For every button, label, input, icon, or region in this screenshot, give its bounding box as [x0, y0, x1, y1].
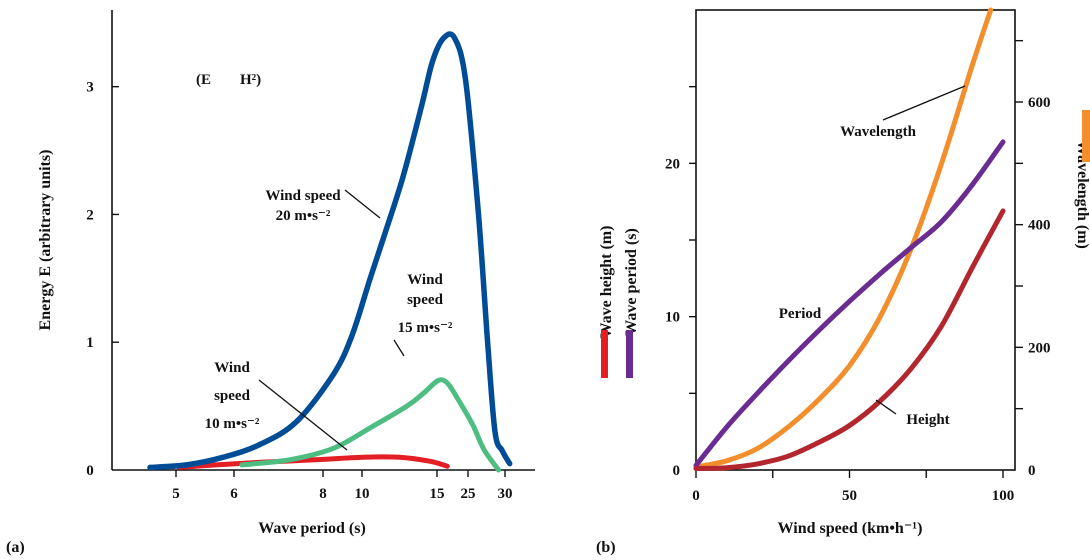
panel-b-right-axis-label: Wavelength (m): [1074, 140, 1090, 249]
panel-b-right-tick-label: 200: [1028, 340, 1051, 356]
panel-a: 0 1 2 3 5 6 8 10 15 25 30 Energy E (arbitrary uni…: [6, 10, 535, 556]
annotation-15-line3: 15 m•s⁻²: [398, 320, 453, 336]
panel-a-x-axis-label: Wave period (s): [258, 520, 366, 537]
annotation-15-leader: [393, 339, 405, 357]
height-leader: [875, 399, 897, 415]
panel-a-y-tick-label: 2: [86, 207, 94, 223]
annotation-10-line1: Wind: [214, 360, 250, 376]
annotation-10: Wind speed 10 m•s⁻²: [205, 360, 348, 451]
wavelength-leader: [882, 85, 966, 121]
panel-b-x-tick-label: 50: [842, 488, 857, 504]
panel-b-x-tick-label: 100: [992, 488, 1015, 504]
panel-b-right-tick-label: 600: [1028, 95, 1051, 111]
panel-a-x-tick-label: 15: [430, 486, 445, 502]
panel-a-x-ticks: 5 6 8 10 15 25 30: [172, 470, 513, 502]
panel-a-y-tick-label: 1: [86, 335, 94, 351]
annotation-10-line3: 10 m•s⁻²: [205, 416, 260, 432]
panel-a-y-axis-label: Energy E (arbitrary units): [37, 150, 54, 331]
panel-b-right-ticks: 0 200 400 600: [1015, 39, 1051, 479]
panel-b-left-tick-label: 10: [665, 310, 680, 326]
annotation-10-leader: [258, 379, 348, 451]
annotation-15: Wind speed 15 m•s⁻²: [393, 272, 453, 357]
panel-b-left-ticks: 0 10 20: [665, 85, 696, 479]
curve-wind-15: [239, 377, 502, 473]
annotation-15-line2: speed: [407, 292, 443, 308]
curve-height: [693, 208, 1006, 471]
panel-b-x-ticks: 0 50 100: [692, 470, 1014, 504]
height-curve-label: Height: [906, 412, 949, 428]
annotation-10-line2: speed: [214, 388, 250, 404]
panel-b-left-label-period: Wave period (s): [623, 228, 640, 336]
annotation-15-line1: Wind: [407, 272, 443, 288]
panel-b-left-tick-label: 0: [673, 463, 681, 479]
panel-a-x-tick-label: 30: [498, 486, 513, 502]
panel-a-x-tick-label: 8: [319, 486, 327, 502]
panel-a-x-tick-label: 6: [230, 486, 238, 502]
height-color-key: [601, 330, 608, 378]
wavelength-color-key: [1082, 110, 1090, 162]
panel-a-x-tick-label: 5: [172, 486, 180, 502]
panel-b-right-tick-label: 400: [1028, 218, 1051, 234]
panel-b-x-tick-label: 0: [692, 488, 700, 504]
panel-b-label: (b): [596, 539, 616, 556]
curve-wavelength: [693, 7, 994, 470]
wavelength-curve-label: Wavelength: [840, 124, 916, 140]
panel-a-x-tick-label: 25: [461, 486, 476, 502]
panel-a-label: (a): [6, 539, 25, 556]
curve-wind-10: [176, 454, 450, 470]
panel-b-curves: [693, 7, 1006, 471]
curve-wind-20: [147, 31, 513, 471]
annotation-20: Wind speed 20 m•s⁻²: [265, 188, 381, 224]
period-curve-label: Period: [779, 306, 822, 322]
panel-b: 0 50 100 0 10 20 0 200 400 600 Wind speed (km•h…: [596, 7, 1090, 556]
panel-a-curves: [147, 31, 513, 473]
panel-a-y-tick-label: 3: [86, 80, 94, 96]
panel-b-left-label-height: Wave height (m): [598, 226, 615, 339]
panel-a-x-tick-label: 10: [355, 486, 370, 502]
annotation-20-leader: [344, 189, 381, 219]
panel-b-x-axis-label: Wind speed (km•h⁻¹): [778, 520, 923, 537]
relation-label-right: H²): [240, 72, 261, 88]
curve-period: [693, 139, 1006, 468]
relation-label-left: (E: [196, 72, 211, 88]
panel-a-y-ticks: 0 1 2 3: [86, 80, 119, 479]
panel-a-y-tick-label: 0: [86, 463, 94, 479]
period-color-key: [626, 330, 633, 378]
annotation-20-line1: Wind speed: [265, 188, 341, 204]
annotation-20-line2: 20 m•s⁻²: [276, 208, 331, 224]
panel-b-left-tick-label: 20: [665, 156, 680, 172]
panel-b-right-tick-label: 0: [1028, 463, 1036, 479]
